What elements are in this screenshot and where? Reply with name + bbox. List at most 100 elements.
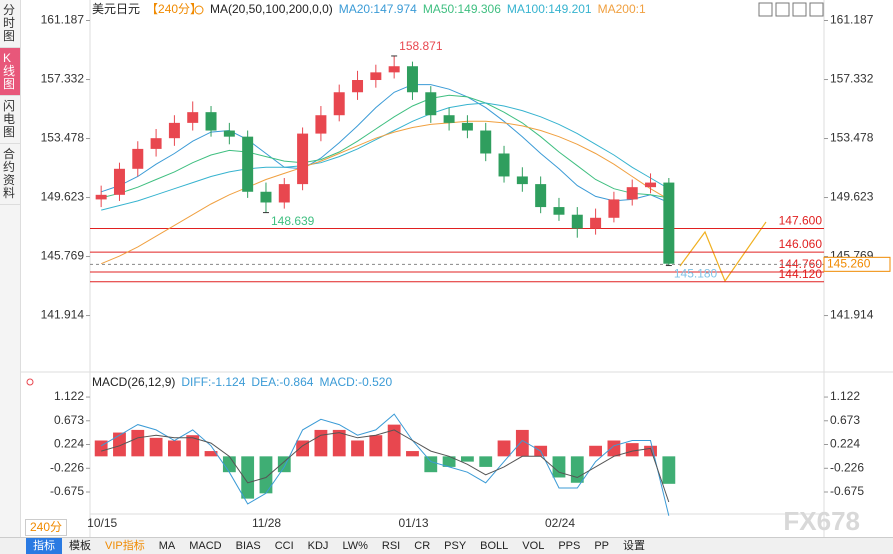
period-label: 【240分】 <box>146 2 202 16</box>
candle-body <box>333 92 345 116</box>
toolbar: 指标 模板 VIP指标 MA MACD BIAS CCI KDJ LW% RSI CR PSY BOLL… <box>0 537 893 554</box>
legend-entry: MACD:-0.520 <box>319 375 392 389</box>
macd-bar <box>149 437 163 457</box>
toolbar-tab[interactable]: PSY <box>444 540 467 552</box>
macd-bar <box>241 456 255 499</box>
y-tick-label: 1.122 <box>54 389 84 403</box>
macd-bar <box>406 451 419 457</box>
indicator-label: MA(20,50,100,200,0,0) <box>210 2 333 16</box>
y-tick-label: -0.675 <box>50 484 84 498</box>
y-tick-label: 161.187 <box>41 13 85 27</box>
indicator-title: MACD(26,12,9) <box>92 375 175 389</box>
legend-entry: MA100:149.201 <box>507 2 592 16</box>
toolbar-tab[interactable]: LW% <box>342 540 368 552</box>
macd-bar <box>515 429 529 457</box>
sidebar-tab[interactable]: 分时图 <box>0 0 20 48</box>
period-icon[interactable] <box>194 5 204 15</box>
current-price-box <box>823 256 891 272</box>
window-buttons <box>758 2 824 17</box>
candle-body <box>461 122 473 131</box>
sidebar: 分时图 K线图 闪电图 合约资料 <box>0 0 21 537</box>
ma-line <box>101 94 669 199</box>
candle-body <box>443 115 455 123</box>
candle-body <box>260 191 272 203</box>
toolbar-tab[interactable]: CR <box>414 540 431 552</box>
chart-title: 美元日元 <box>92 2 140 16</box>
toolbar-tab[interactable]: PP <box>594 540 610 552</box>
ma-line <box>101 120 670 265</box>
macd-bar <box>644 445 657 457</box>
button[interactable] <box>792 2 807 17</box>
toolbar-tab[interactable]: BOLL <box>480 540 509 552</box>
macd-bar <box>167 440 181 457</box>
candle-body <box>590 217 602 229</box>
macd-bar <box>570 456 584 483</box>
toolbar-tab[interactable]: 设置 <box>623 540 646 552</box>
toolbar-tab[interactable]: RSI <box>381 540 401 552</box>
y-tick-label: 0.673 <box>54 413 84 427</box>
macd-bar <box>369 435 383 457</box>
button[interactable] <box>809 2 824 17</box>
y-tick-label: 0.224 <box>830 437 860 451</box>
y-tick-label: 157.332 <box>830 72 874 86</box>
y-tick-label: -0.675 <box>830 484 864 498</box>
toolbar-tab[interactable]: MACD <box>189 540 222 552</box>
current-price-label: 145.260 <box>827 256 871 270</box>
macd-bar <box>204 451 218 457</box>
macd-bar <box>424 456 438 473</box>
candle-body <box>278 184 290 203</box>
candle-body <box>113 168 125 195</box>
y-tick-label: 149.623 <box>41 190 85 204</box>
period-box[interactable]: 240分 <box>25 519 67 536</box>
candle-body <box>626 187 638 200</box>
toolbar-tab[interactable]: 指标 <box>26 538 62 554</box>
toolbar-tab[interactable]: MA <box>158 540 176 552</box>
macd-bar <box>113 432 126 457</box>
legend-entry: MA20:147.974 <box>339 2 417 16</box>
toolbar-tab[interactable]: BIAS <box>235 540 261 552</box>
candle-body <box>95 194 107 200</box>
legend-entry: MA200:1 <box>598 2 646 16</box>
candle-body <box>242 136 254 192</box>
annotation: 145.180 <box>674 267 718 281</box>
y-tick-label: 1.122 <box>830 389 860 403</box>
toolbar-tab[interactable]: 模板 <box>69 540 91 552</box>
sidebar-tab[interactable]: K线图 <box>0 48 20 96</box>
toolbar-tab[interactable]: VIP指标 <box>105 540 145 552</box>
candle-body <box>608 199 620 218</box>
sidebar-tab[interactable]: 闪电图 <box>0 96 20 144</box>
toolbar-tab[interactable]: KDJ <box>307 540 329 552</box>
candle-body <box>406 66 418 93</box>
candle-body <box>150 138 162 149</box>
macd-bar <box>479 456 493 467</box>
macd-bar <box>351 440 364 457</box>
candle-body <box>663 182 675 264</box>
candle-body <box>223 130 235 137</box>
macd-bar <box>589 445 603 457</box>
macd-line <box>100 413 670 516</box>
legend-entry: DEA:-0.864 <box>251 375 313 389</box>
toolbar-tab[interactable]: CCI <box>274 540 294 552</box>
button[interactable] <box>775 2 790 17</box>
macd-bar <box>607 440 621 457</box>
y-tick-label: 0.673 <box>830 413 860 427</box>
button[interactable] <box>758 2 773 17</box>
y-tick-label: 0.224 <box>54 437 84 451</box>
toolbar-tab[interactable]: PPS <box>558 540 581 552</box>
sidebar-tab[interactable]: 合约资料 <box>0 144 20 205</box>
macd-bar <box>442 456 456 467</box>
legend-entry: MA50:149.306 <box>423 2 501 16</box>
candle-body <box>516 176 528 185</box>
candle-body <box>168 122 180 139</box>
y-tick-label: 153.478 <box>41 131 85 145</box>
candle-body <box>645 182 657 188</box>
macd-bar <box>552 456 566 478</box>
indicator-icon[interactable] <box>26 378 34 386</box>
macd-bar <box>662 456 676 484</box>
candle-body <box>132 148 144 169</box>
macd-bar <box>314 429 328 457</box>
legend-entry: DIFF:-1.124 <box>181 375 245 389</box>
y-tick-label: 141.914 <box>830 308 874 322</box>
toolbar-tab[interactable]: VOL <box>522 540 545 552</box>
